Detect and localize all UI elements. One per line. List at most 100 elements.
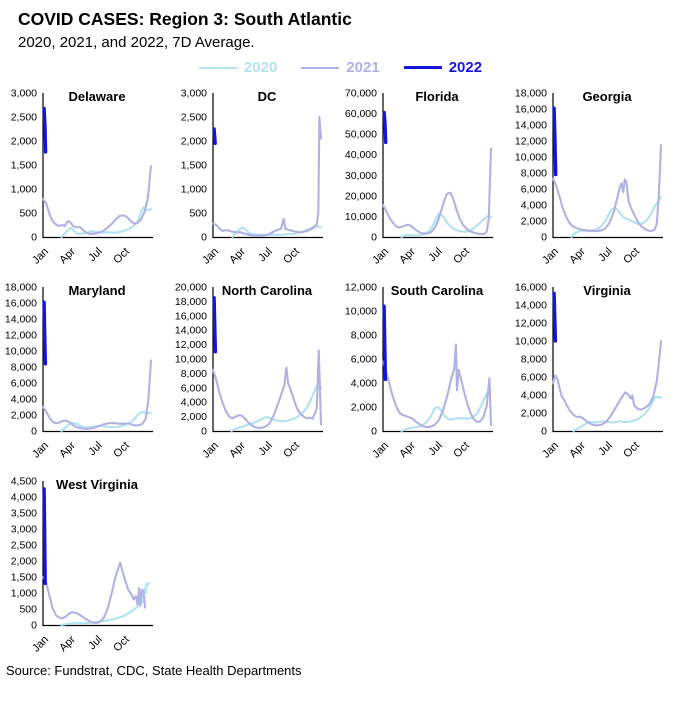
- svg-text:70,000: 70,000: [345, 87, 377, 99]
- svg-text:Oct: Oct: [451, 246, 472, 267]
- svg-text:0: 0: [31, 425, 37, 437]
- y-axis-labels: 0 500 1,000 1,500 2,000 2,500 3,000 3,500 4,000 4…: [11, 475, 37, 631]
- svg-text:2,000: 2,000: [181, 411, 207, 423]
- legend-item-2021: 2021: [301, 59, 380, 76]
- series-line-2020: [400, 212, 493, 238]
- svg-text:Jan: Jan: [540, 246, 561, 267]
- svg-text:2,500: 2,500: [11, 111, 37, 123]
- axes: [212, 92, 323, 238]
- svg-text:2,000: 2,000: [11, 409, 37, 421]
- x-axis-labels: Jan Apr Jul Oct: [370, 439, 472, 460]
- svg-text:Jul: Jul: [256, 246, 274, 264]
- series-line-2021: [211, 115, 323, 237]
- svg-text:14,000: 14,000: [5, 313, 37, 325]
- svg-text:Jul: Jul: [86, 246, 104, 264]
- series-line-2022: [552, 106, 558, 177]
- svg-text:Oct: Oct: [621, 246, 642, 267]
- svg-text:Jan: Jan: [200, 246, 221, 267]
- x-axis-labels: Jan Apr Jul Oct: [540, 245, 642, 266]
- svg-text:3,500: 3,500: [11, 507, 37, 519]
- svg-text:8,000: 8,000: [521, 353, 547, 365]
- svg-text:2,000: 2,000: [11, 555, 37, 567]
- svg-text:2,000: 2,000: [351, 401, 377, 413]
- svg-text:40,000: 40,000: [345, 149, 377, 161]
- chart-title: DC: [258, 89, 277, 104]
- series-line-2020: [60, 410, 153, 432]
- y-axis-labels: 0 2,000 4,000 6,000 8,000 10,000 12,000: [345, 281, 377, 437]
- chart-grid: 0 500 1,000 1,500 2,000 2,500 3,000 Delaware Jan…: [0, 80, 681, 662]
- svg-text:Jan: Jan: [540, 440, 561, 461]
- chart-svg-west-virginia: 0 500 1,000 1,500 2,000 2,500 3,000 3,500 4,000 4…: [11, 475, 153, 655]
- svg-text:Oct: Oct: [621, 440, 642, 461]
- svg-text:10,000: 10,000: [5, 345, 37, 357]
- svg-text:14,000: 14,000: [515, 119, 547, 131]
- svg-text:4,000: 4,000: [181, 397, 207, 409]
- chart-south-carolina: 0 2,000 4,000 6,000 8,000 10,000 12,000 South C…: [340, 274, 510, 468]
- series-line-2021: [211, 349, 323, 429]
- svg-text:4,500: 4,500: [11, 475, 37, 487]
- x-axis-labels: Jan Apr Jul Oct: [540, 439, 642, 460]
- report-header: COVID CASES: Region 3: South Atlantic 20…: [0, 0, 681, 51]
- svg-text:10,000: 10,000: [515, 151, 547, 163]
- chart-title: Florida: [415, 89, 459, 104]
- svg-text:Oct: Oct: [111, 440, 132, 461]
- y-axis-labels: 0 10,000 20,000 30,000 40,000 50,000 60,000 70,…: [345, 87, 377, 243]
- svg-text:3,000: 3,000: [11, 523, 37, 535]
- svg-text:Jul: Jul: [426, 440, 444, 458]
- svg-text:4,000: 4,000: [521, 199, 547, 211]
- series-line-2021: [551, 339, 663, 427]
- svg-text:10,000: 10,000: [515, 335, 547, 347]
- svg-text:Apr: Apr: [227, 245, 248, 266]
- source-note: Source: Fundstrat, CDC, State Health Dep…: [6, 662, 302, 678]
- svg-text:12,000: 12,000: [515, 135, 547, 147]
- svg-text:4,000: 4,000: [521, 389, 547, 401]
- svg-text:6,000: 6,000: [521, 183, 547, 195]
- svg-text:10,000: 10,000: [175, 353, 207, 365]
- series-line-2022: [42, 487, 47, 585]
- svg-text:Apr: Apr: [57, 245, 78, 266]
- svg-text:20,000: 20,000: [345, 190, 377, 202]
- y-axis-labels: 0 500 1,000 1,500 2,000 2,500 3,000: [181, 87, 207, 243]
- svg-text:Jan: Jan: [370, 440, 391, 461]
- chart-title: North Carolina: [222, 283, 313, 298]
- svg-text:12,000: 12,000: [175, 339, 207, 351]
- chart-north-carolina: 0 2,000 4,000 6,000 8,000 10,000 12,000 14,000 1…: [170, 274, 340, 468]
- svg-text:0: 0: [541, 231, 547, 243]
- svg-text:12,000: 12,000: [345, 281, 377, 293]
- svg-text:20,000: 20,000: [175, 281, 207, 293]
- legend-label-2020: 2020: [243, 59, 278, 77]
- series-line-2022: [382, 110, 388, 144]
- svg-text:500: 500: [19, 603, 37, 615]
- y-axis-labels: 0 2,000 4,000 6,000 8,000 10,000 12,000 14,000 1…: [515, 87, 547, 243]
- svg-text:1,500: 1,500: [181, 159, 207, 171]
- chart-title: Maryland: [68, 283, 125, 298]
- svg-text:Jan: Jan: [30, 440, 51, 461]
- chart-svg-dc: 0 500 1,000 1,500 2,000 2,500 3,000 DC Jan Apr Jul…: [181, 87, 323, 267]
- svg-text:500: 500: [189, 207, 207, 219]
- chart-svg-north-carolina: 0 2,000 4,000 6,000 8,000 10,000 12,000 14,000 1…: [175, 281, 323, 461]
- page-subtitle: 2020, 2021, and 2022, 7D Average.: [18, 33, 255, 51]
- axes: [552, 286, 663, 432]
- legend-item-2022: 2022: [403, 59, 482, 76]
- chart-title: Virginia: [583, 283, 631, 298]
- chart-svg-georgia: 0 2,000 4,000 6,000 8,000 10,000 12,000 14,000 1…: [515, 87, 663, 267]
- chart-virginia: 0 2,000 4,000 6,000 8,000 10,000 12,000 14,000 1…: [510, 274, 680, 468]
- chart-title: West Virginia: [56, 477, 139, 492]
- svg-text:Oct: Oct: [451, 440, 472, 461]
- svg-text:8,000: 8,000: [181, 368, 207, 380]
- svg-text:0: 0: [371, 425, 377, 437]
- svg-text:6,000: 6,000: [521, 371, 547, 383]
- svg-text:2,000: 2,000: [521, 407, 547, 419]
- svg-text:8,000: 8,000: [351, 329, 377, 341]
- series-line-2021: [41, 164, 153, 236]
- svg-text:Jan: Jan: [30, 246, 51, 267]
- svg-text:12,000: 12,000: [5, 329, 37, 341]
- svg-text:16,000: 16,000: [5, 297, 37, 309]
- legend-swatch-2021: [301, 66, 340, 69]
- legend-swatch-2020: [198, 66, 237, 69]
- axes: [382, 92, 493, 238]
- svg-text:Apr: Apr: [567, 439, 588, 460]
- svg-text:6,000: 6,000: [351, 353, 377, 365]
- svg-text:10,000: 10,000: [345, 211, 377, 223]
- svg-text:Jan: Jan: [200, 440, 221, 461]
